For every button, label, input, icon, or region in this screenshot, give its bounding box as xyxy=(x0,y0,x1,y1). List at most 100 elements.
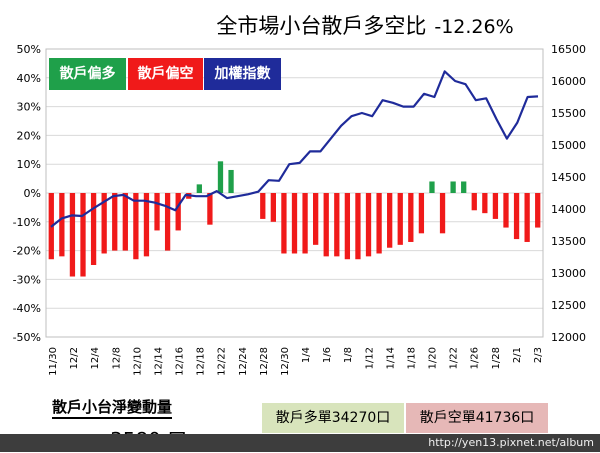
x-tick-label: 1/26 xyxy=(470,347,481,369)
right-tick-label: 16500 xyxy=(551,43,586,56)
x-tick-label: 12/10 xyxy=(132,347,143,376)
legend-bull: 散戶偏多 xyxy=(49,58,126,90)
bar-bear xyxy=(376,193,382,254)
right-tick-label: 12500 xyxy=(551,299,586,312)
short-units-box: 散戶空單41736口 xyxy=(406,403,548,433)
x-tick-label: 1/6 xyxy=(322,347,333,363)
chart-title: 全市場小台散戶多空比 -12.26% xyxy=(150,10,580,40)
bar-bull xyxy=(450,181,456,193)
bar-bear xyxy=(365,193,372,257)
bar-bear xyxy=(291,193,298,254)
left-tick-label: 20% xyxy=(17,129,41,142)
right-tick-label: 15500 xyxy=(551,107,586,120)
x-tick-label: 1/20 xyxy=(428,347,439,369)
x-tick-label: 12/22 xyxy=(217,347,228,376)
bar-bear xyxy=(281,193,287,254)
right-tick-label: 14500 xyxy=(551,171,586,184)
bar-bull xyxy=(429,181,435,193)
legend-bear: 散戶偏空 xyxy=(128,58,203,90)
bar-bear xyxy=(80,193,86,277)
bar-bear xyxy=(334,193,340,257)
x-tick-label: 1/12 xyxy=(364,347,375,369)
bar-bear xyxy=(101,193,107,254)
bar-bear xyxy=(535,193,541,228)
bar-bear xyxy=(143,193,150,257)
x-tick-label: 12/28 xyxy=(259,347,270,376)
bar-bear xyxy=(503,193,509,228)
title-text: 全市場小台散戶多空比 xyxy=(216,14,427,38)
bar-bear xyxy=(492,193,499,219)
x-tick-label: 12/4 xyxy=(90,347,101,369)
left-tick-label: 30% xyxy=(17,101,41,114)
right-tick-label: 16000 xyxy=(551,75,586,88)
x-tick-label: 11/30 xyxy=(48,347,59,376)
x-tick-label: 12/16 xyxy=(175,347,186,376)
x-tick-label: 1/14 xyxy=(385,347,396,369)
bar-bear xyxy=(482,193,488,214)
x-tick-label: 12/24 xyxy=(238,347,249,376)
bar-bear xyxy=(133,193,139,260)
bar-bear xyxy=(313,193,319,245)
bar-bull xyxy=(196,184,202,193)
bar-bear xyxy=(207,193,213,225)
left-tick-label: 10% xyxy=(17,158,41,171)
x-tick-label: 12/8 xyxy=(111,347,122,369)
bar-bear xyxy=(69,193,76,277)
bar-bear xyxy=(355,193,361,260)
left-tick-label: 40% xyxy=(17,72,41,85)
x-tick-label: 1/4 xyxy=(301,347,312,363)
bar-bear xyxy=(418,193,425,234)
x-tick-label: 1/18 xyxy=(406,347,417,369)
bar-bear xyxy=(513,193,520,240)
watermark: http://yen13.pixnet.net/album xyxy=(0,434,600,452)
bar-bull xyxy=(228,169,234,193)
right-tick-label: 13000 xyxy=(551,267,586,280)
index-line xyxy=(50,70,539,228)
bar-bear xyxy=(260,193,266,219)
bar-bear xyxy=(302,193,308,254)
bar-bear xyxy=(387,193,393,248)
bar-bear xyxy=(323,193,329,257)
bar-bear xyxy=(439,193,446,234)
bar-bear xyxy=(112,193,118,251)
left-tick-label: -40% xyxy=(13,302,41,315)
bar-bear xyxy=(397,193,403,245)
left-tick-label: -10% xyxy=(13,216,41,229)
x-tick-label: 1/22 xyxy=(449,347,460,369)
x-tick-label: 1/8 xyxy=(343,347,354,363)
bar-bear xyxy=(344,193,351,260)
x-tick-label: 1/28 xyxy=(491,347,502,369)
bar-bear xyxy=(471,193,477,211)
x-tick-label: 12/2 xyxy=(69,347,80,369)
net-change-label: 散戶小台淨變動量 xyxy=(52,397,173,419)
plot-frame xyxy=(45,48,544,338)
bar-bear xyxy=(90,193,97,265)
right-tick-label: 14000 xyxy=(551,203,586,216)
title-ratio: -12.26% xyxy=(434,16,514,38)
bar-bull xyxy=(461,181,467,193)
bar-bear xyxy=(59,193,65,257)
right-tick-label: 12000 xyxy=(551,331,586,344)
bar-bear xyxy=(524,193,530,242)
right-tick-label: 13500 xyxy=(551,235,586,248)
left-tick-label: 50% xyxy=(17,43,41,56)
left-tick-label: -50% xyxy=(13,331,41,344)
long-units-box: 散戶多單34270口 xyxy=(262,403,404,433)
x-tick-label: 2/3 xyxy=(533,347,544,363)
legend-index: 加權指數 xyxy=(204,58,281,90)
x-tick-label: 12/14 xyxy=(153,347,164,376)
left-tick-label: -20% xyxy=(13,245,41,258)
x-tick-label: 2/1 xyxy=(512,347,523,363)
x-tick-label: 12/18 xyxy=(196,347,207,376)
bar-bear xyxy=(122,193,128,251)
chart-area: -50% -40% -30% -20% -10% 0% 10% 20% 30% 40% 50% 120… xyxy=(13,43,586,376)
bar-bear xyxy=(154,193,160,231)
left-tick-label: 0% xyxy=(24,187,41,200)
bar-bull xyxy=(217,161,224,193)
left-tick-label: -30% xyxy=(13,273,41,286)
bar-bear xyxy=(408,193,414,242)
bar-bear xyxy=(270,193,276,222)
bar-bear xyxy=(175,193,181,231)
right-tick-label: 15000 xyxy=(551,139,586,152)
x-tick-label: 12/30 xyxy=(280,347,291,376)
